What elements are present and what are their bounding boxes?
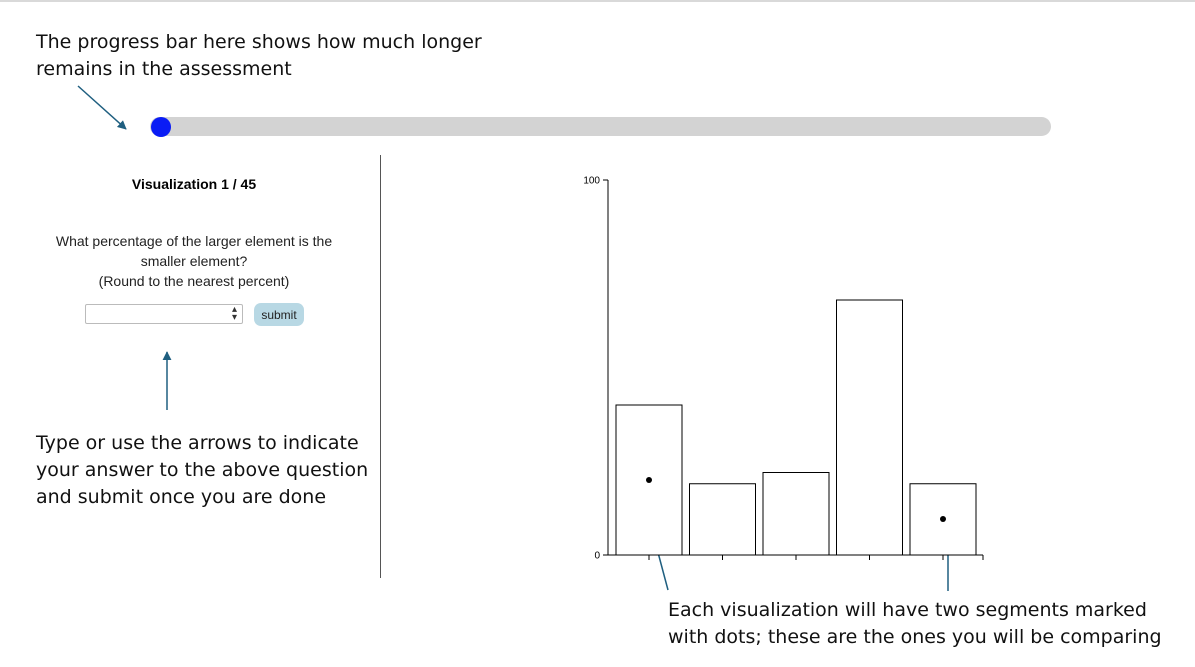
input-annotation-line-1: Type or use the arrows to indicate — [36, 432, 359, 454]
dots-annotation: Each visualization will have two segment… — [668, 597, 1188, 651]
up-down-arrows-icon[interactable]: ▴ ▾ — [231, 304, 237, 323]
bar — [689, 483, 756, 556]
question-text: What percentage of the larger element is… — [44, 231, 344, 291]
input-annotation: Type or use the arrows to indicate your … — [36, 430, 386, 511]
input-annotation-line-2: your answer to the above question — [36, 459, 369, 481]
dots-annotation-line-2: with dots; these are the ones you will b… — [668, 626, 1162, 648]
question-line-1: What percentage of the larger element is… — [55, 233, 333, 249]
y-tick-label: 0 — [594, 551, 600, 562]
progress-annotation-line-2: remains in the assessment — [36, 58, 292, 80]
comparison-dot — [646, 477, 652, 483]
input-annotation-line-3: and submit once you are done — [36, 486, 327, 508]
bar — [836, 299, 903, 556]
panel-divider — [380, 155, 381, 578]
bar-chart: 0 100 — [583, 176, 984, 562]
dots-annotation-line-1: Each visualization will have two segment… — [668, 599, 1147, 621]
top-border — [0, 0, 1195, 2]
progress-annotation-line-1: The progress bar here shows how much lon… — [36, 31, 482, 53]
answer-number-input[interactable]: ▴ ▾ — [85, 304, 243, 324]
progress-annotation: The progress bar here shows how much lon… — [36, 29, 516, 83]
submit-button[interactable]: submit — [254, 303, 304, 326]
visualization-counter: Visualization 1 / 45 — [131, 176, 257, 192]
progress-bar-knob — [151, 117, 171, 137]
progress-arrow — [77, 85, 127, 130]
question-line-2: smaller element? — [140, 253, 248, 269]
question-line-3: (Round to the nearest percent) — [98, 273, 290, 289]
bar — [762, 472, 830, 556]
progress-bar — [150, 117, 1051, 136]
comparison-dot — [940, 516, 946, 522]
y-tick-label: 100 — [583, 176, 600, 187]
